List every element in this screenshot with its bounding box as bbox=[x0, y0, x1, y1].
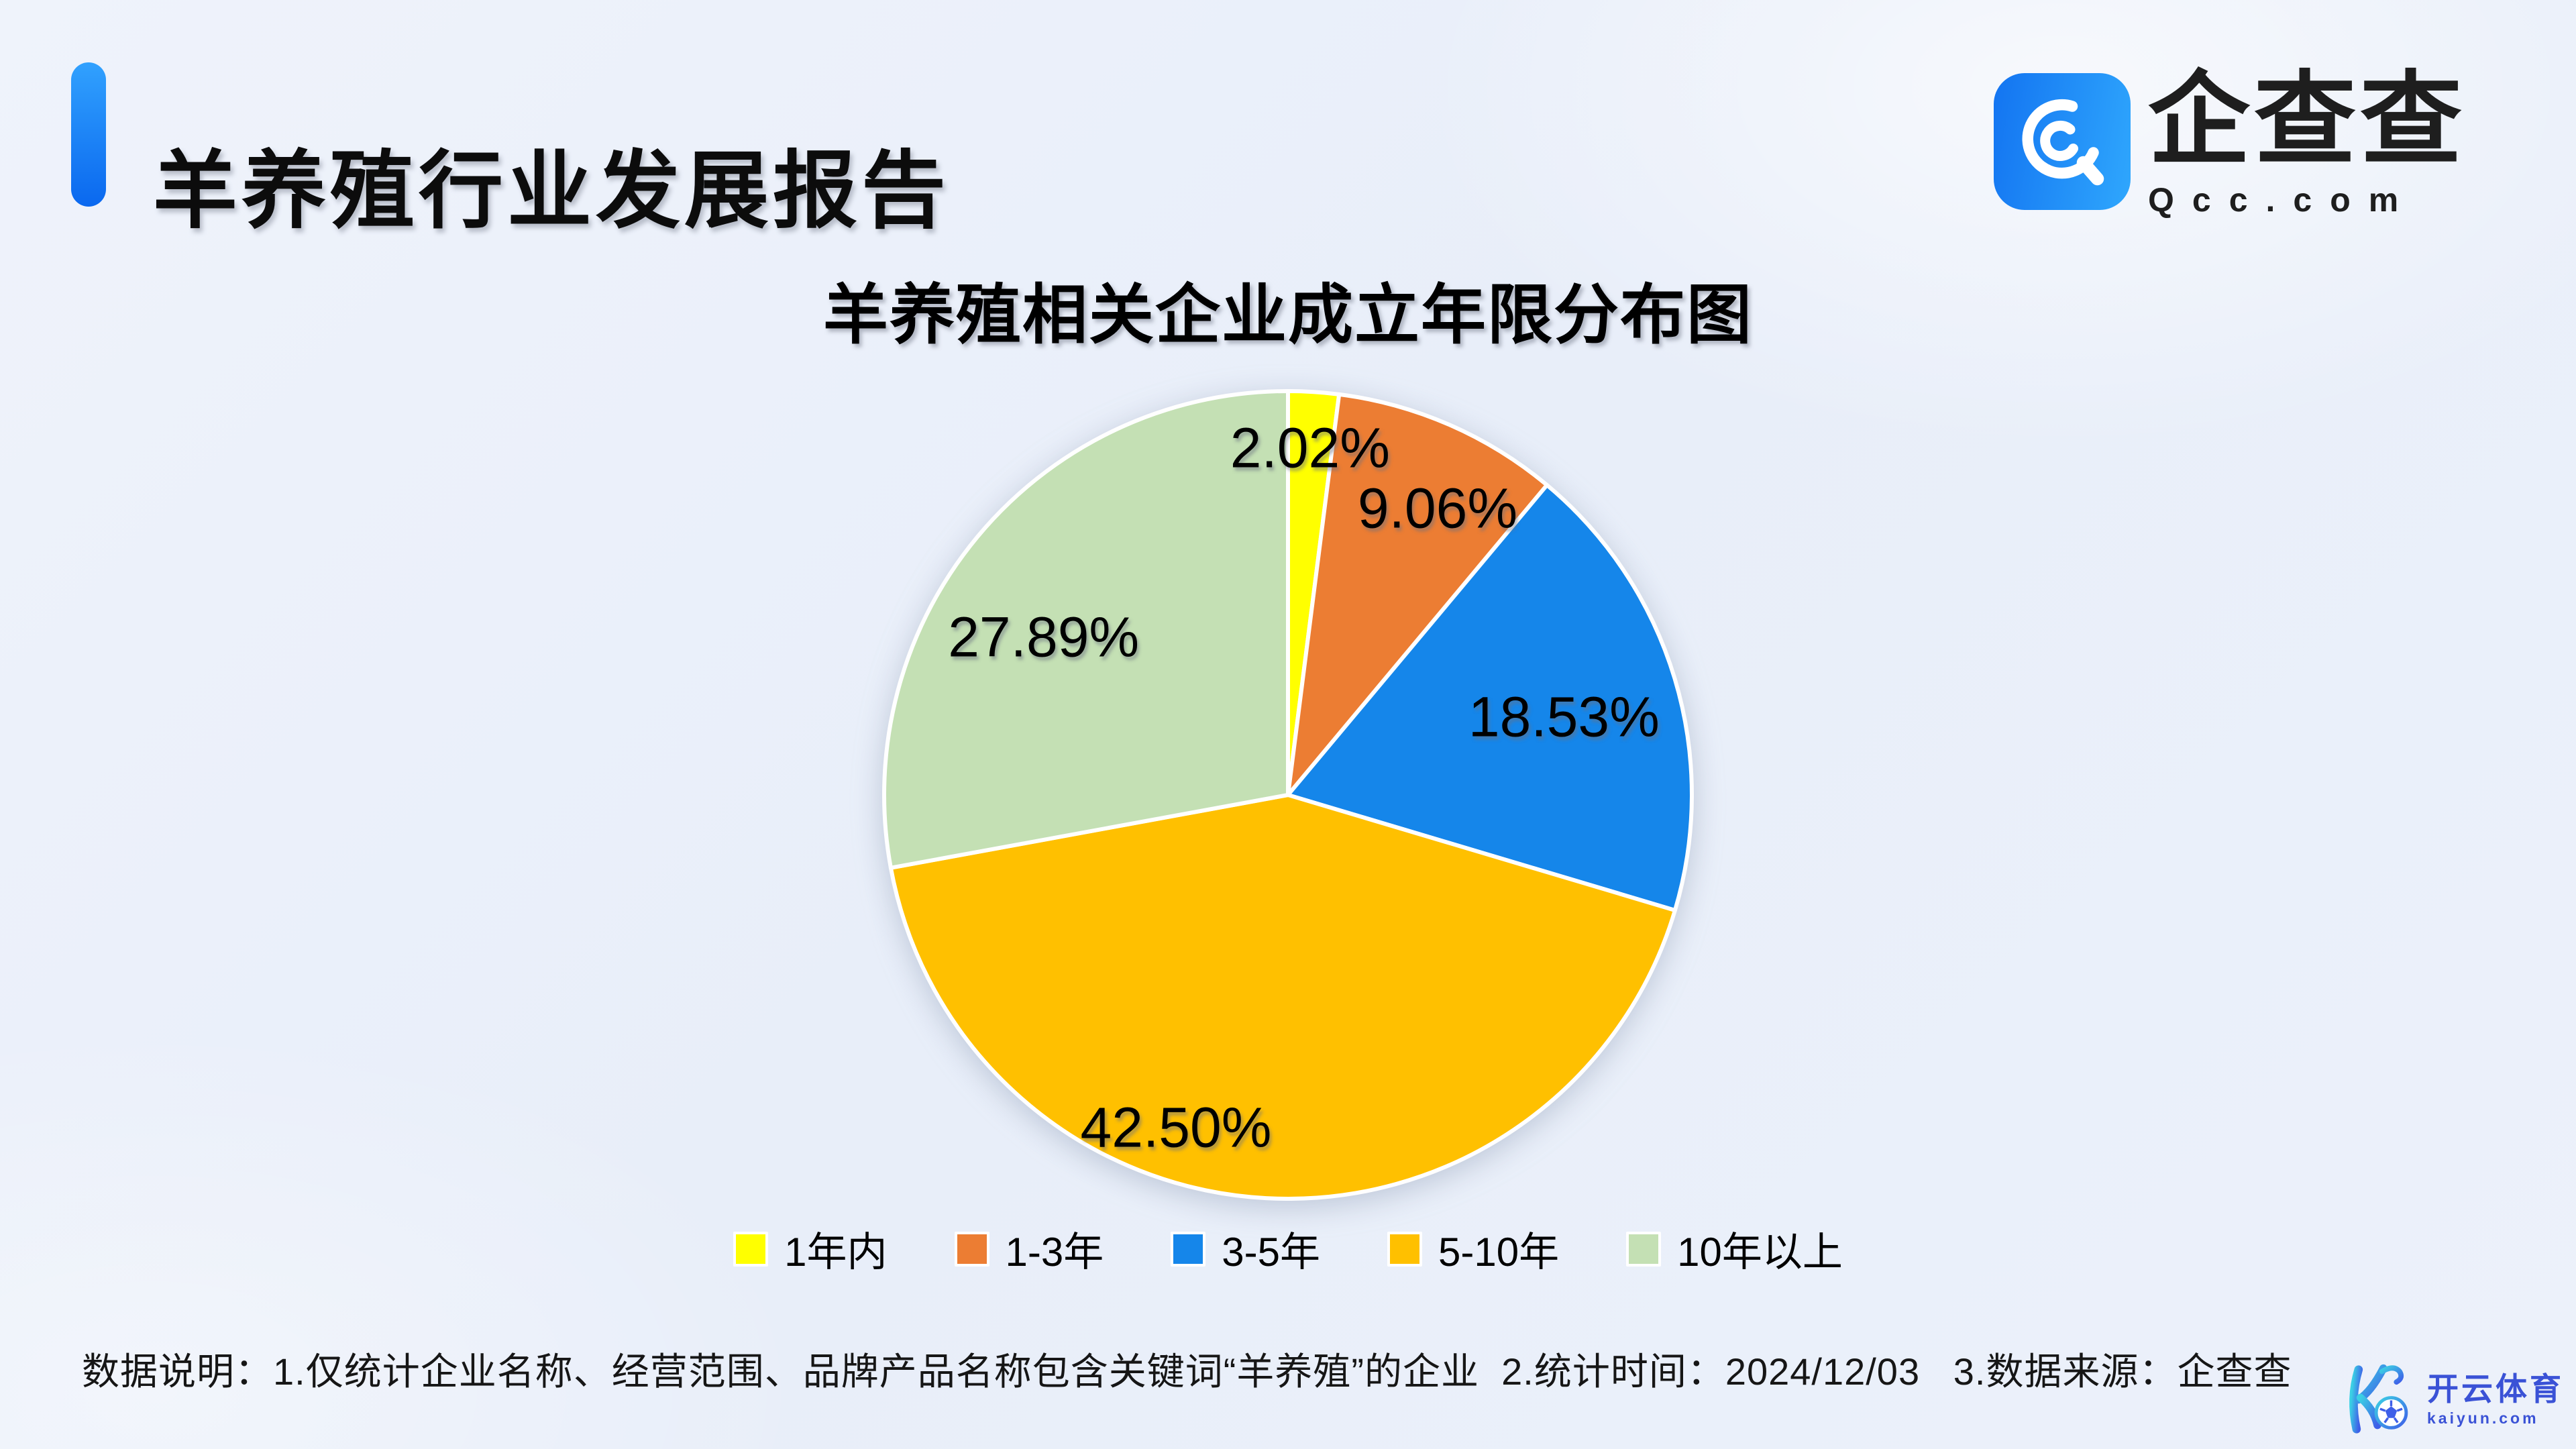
legend-item-1年内: 1年内 bbox=[733, 1220, 888, 1278]
legend-item-3-5年: 3-5年 bbox=[1171, 1220, 1320, 1278]
legend-swatch bbox=[1626, 1231, 1662, 1267]
kaiyun-watermark: 开云体育 kaiyun.com bbox=[2339, 1362, 2564, 1437]
chart-title: 羊养殖相关企业成立年限分布图 bbox=[823, 278, 1753, 352]
pie-slice-10年以上 bbox=[882, 389, 1290, 870]
pie-percentage-label: 27.89% bbox=[948, 605, 1140, 669]
pie-chart: 2.02% 9.06% 18.53% 42.50% 27.89% bbox=[873, 380, 1703, 1210]
pie-percentage-label: 18.53% bbox=[1468, 685, 1660, 749]
legend-label: 10年以上 bbox=[1677, 1230, 1843, 1275]
pie-svg bbox=[882, 389, 1694, 1201]
legend-item-10年以上: 10年以上 bbox=[1626, 1220, 1843, 1278]
kaiyun-domain: kaiyun.com bbox=[2427, 1409, 2539, 1427]
legend-item-1-3年: 1-3年 bbox=[954, 1220, 1104, 1278]
kaiyun-name: 开云体育 bbox=[2427, 1371, 2564, 1407]
pie-percentage-label: 42.50% bbox=[1080, 1095, 1272, 1159]
title-accent-bar bbox=[71, 62, 106, 207]
legend-swatch bbox=[1387, 1231, 1422, 1267]
qcc-q-glyph bbox=[2022, 99, 2104, 186]
qcc-brand-name: 企查查 bbox=[2148, 63, 2466, 177]
legend-swatch bbox=[1171, 1231, 1206, 1267]
kaiyun-text: 开云体育 kaiyun.com bbox=[2427, 1371, 2564, 1428]
page-title: 羊养殖行业发展报告 bbox=[153, 144, 950, 239]
legend-label: 1-3年 bbox=[1005, 1230, 1104, 1275]
chart-legend: 1年内 1-3年 3-5年 5-10年 10年以上 bbox=[0, 1220, 2576, 1278]
qcc-logo-icon bbox=[1994, 73, 2131, 210]
legend-label: 1年内 bbox=[784, 1230, 888, 1275]
legend-label: 5-10年 bbox=[1438, 1230, 1560, 1275]
qcc-brand: 企查查 Qcc.com bbox=[1994, 64, 2466, 219]
pie-slice-3-5年 bbox=[1286, 483, 1694, 912]
qcc-brand-text: 企查查 Qcc.com bbox=[2148, 64, 2466, 219]
legend-label: 3-5年 bbox=[1222, 1230, 1320, 1275]
qcc-brand-domain: Qcc.com bbox=[2148, 181, 2417, 219]
legend-swatch bbox=[733, 1231, 769, 1267]
legend-item-5-10年: 5-10年 bbox=[1387, 1220, 1559, 1278]
pie-slice-1-3年 bbox=[1286, 392, 1550, 797]
data-notes: 数据说明：1.仅统计企业名称、经营范围、品牌产品名称包含关键词“羊养殖”的企业 … bbox=[82, 1350, 2292, 1393]
pie-percentage-label: 2.02% bbox=[1230, 416, 1390, 480]
pie-percentage-label: 9.06% bbox=[1357, 476, 1518, 540]
pie-slice-5-10年 bbox=[888, 793, 1677, 1201]
legend-swatch bbox=[954, 1231, 989, 1267]
kaiyun-k-icon bbox=[2349, 1364, 2408, 1434]
